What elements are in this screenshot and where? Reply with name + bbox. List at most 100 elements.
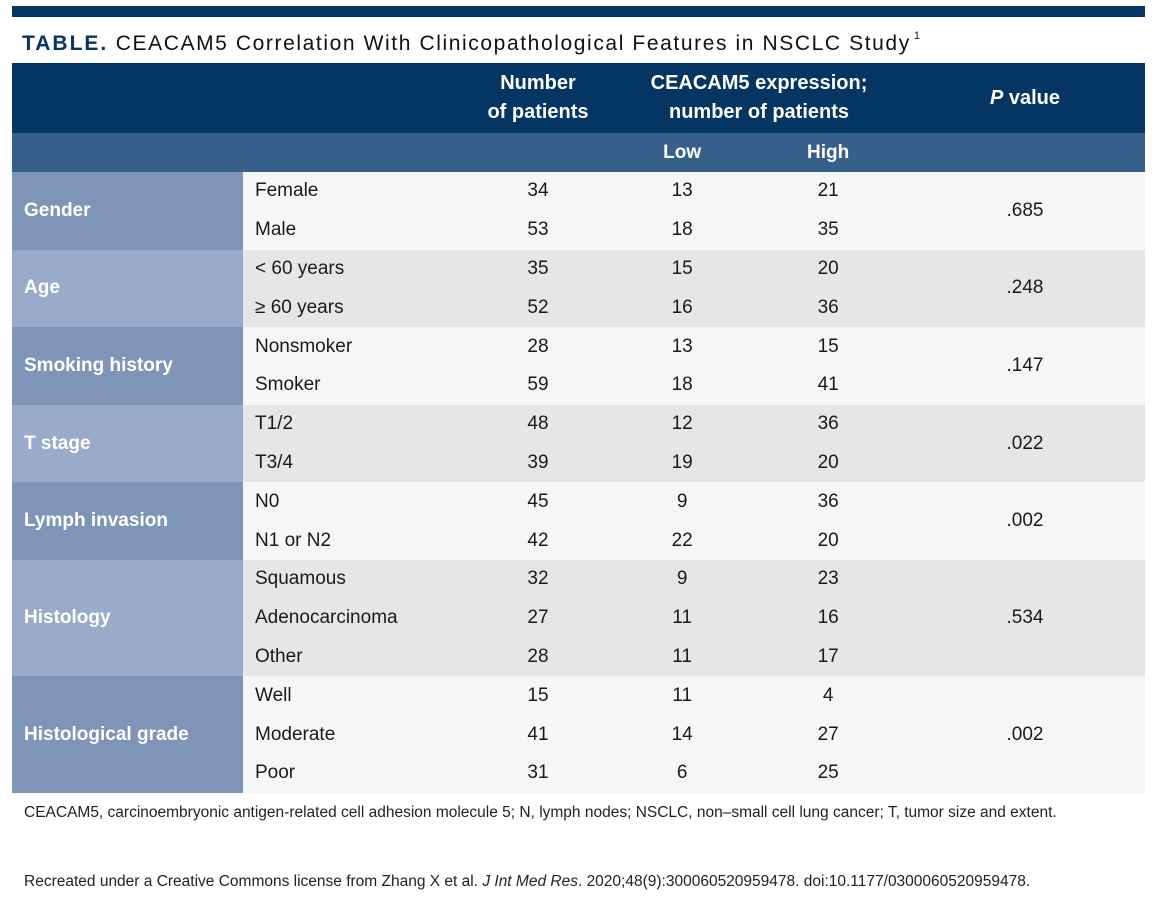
group-label: T stage [12,404,243,483]
p-value: .147 [905,327,1145,405]
low-count: 18 [613,210,752,250]
high-count: 16 [751,598,905,638]
table-row: Moderate 41 14 27 [12,715,1145,754]
high-count: 21 [751,172,905,211]
patients-count: 28 [463,327,613,366]
data-table: Number of patients CEACAM5 expression; num… [12,63,1145,793]
p-value: .002 [905,482,1145,560]
high-count: 36 [751,288,905,328]
high-count: 4 [751,676,905,716]
patients-count: 42 [463,521,613,560]
low-count: 19 [613,443,752,483]
subgroup-label: Adenocarcinoma [243,598,463,638]
high-count: 20 [751,443,905,483]
group-label: Lymph invasion [12,482,243,560]
patients-count: 52 [463,288,613,328]
footnote-abbreviations: CEACAM5, carcinoembryonic antigen-relate… [24,804,1057,821]
patients-count: 32 [463,559,613,599]
table-row: Age < 60 years 35 15 20.248 [12,249,1145,328]
table-row: Poor 31 6 25 [12,753,1145,793]
header-patients: Number of patients [463,63,613,133]
table-row: ≥ 60 years 52 16 36 [12,288,1145,328]
subgroup-label: Male [243,210,463,250]
patients-count: 41 [463,715,613,754]
low-count: 16 [613,288,752,328]
header-p-value: P value [905,63,1145,133]
patients-count: 45 [463,482,613,522]
footnote-source: Recreated under a Creative Commons licen… [24,873,1031,890]
high-count: 36 [751,404,905,444]
table-row: N1 or N2 42 22 20 [12,521,1145,560]
group-label: Gender [12,172,243,250]
subheader-row: Low High [12,133,1145,172]
high-count: 15 [751,327,905,366]
low-count: 12 [613,404,752,444]
low-count: 22 [613,521,752,560]
low-count: 9 [613,482,752,522]
group-label: Histological grade [12,676,243,793]
header-row: Number of patients CEACAM5 expression; num… [12,63,1145,133]
table-row: Smoking history Nonsmoker 28 13 15.147 [12,327,1145,405]
patients-count: 39 [463,443,613,483]
subgroup-label: Moderate [243,715,463,754]
table-row: Histological grade Well 15 11 4.002 [12,676,1145,793]
header-low: Low [613,133,752,172]
table-row: Male 53 18 35 [12,210,1145,250]
patients-count: 28 [463,637,613,677]
patients-count: 35 [463,249,613,289]
subgroup-label: N1 or N2 [243,521,463,560]
group-label: Smoking history [12,327,243,405]
table-row: Other 28 11 17 [12,637,1145,677]
subgroup-label: Poor [243,753,463,793]
title-text: CEACAM5 Correlation With Clinicopatholog… [115,32,911,55]
subgroup-label: N0 [243,482,463,522]
high-count: 17 [751,637,905,677]
low-count: 18 [613,365,752,405]
header-high: High [751,133,905,172]
high-count: 20 [751,521,905,560]
low-count: 14 [613,715,752,754]
high-count: 27 [751,715,905,754]
subgroup-label: T1/2 [243,404,463,444]
p-value: .685 [905,172,1145,250]
low-count: 9 [613,559,752,599]
title-reference: 1 [913,30,922,42]
patients-count: 31 [463,753,613,793]
title-label: TABLE. [22,32,109,55]
table-row: T3/4 39 19 20 [12,443,1145,483]
high-count: 25 [751,753,905,793]
subgroup-label: Female [243,172,463,211]
high-count: 20 [751,249,905,289]
table-row: Lymph invasion N0 45 9 36.002 [12,482,1145,560]
subgroup-label: T3/4 [243,443,463,483]
high-count: 36 [751,482,905,522]
p-value: .248 [905,249,1145,328]
low-count: 11 [613,598,752,638]
p-value: .534 [905,559,1145,677]
table-title: TABLE. CEACAM5 Correlation With Clinicop… [22,30,922,56]
subgroup-label: Smoker [243,365,463,405]
p-value: .002 [905,676,1145,793]
patients-count: 48 [463,404,613,444]
subgroup-label: Nonsmoker [243,327,463,366]
header-blank [12,63,463,133]
subgroup-label: Other [243,637,463,677]
low-count: 13 [613,172,752,211]
top-rule [12,6,1145,17]
high-count: 41 [751,365,905,405]
subgroup-label: < 60 years [243,249,463,289]
patients-count: 34 [463,172,613,211]
table-row: Gender Female 34 13 21.685 [12,172,1145,250]
patients-count: 59 [463,365,613,405]
subgroup-label: Well [243,676,463,716]
low-count: 13 [613,327,752,366]
table-row: T stage T1/2 48 12 36.022 [12,404,1145,483]
group-label: Histology [12,559,243,677]
high-count: 35 [751,210,905,250]
subgroup-label: Squamous [243,559,463,599]
group-label: Age [12,249,243,328]
table-row: Smoker 59 18 41 [12,365,1145,405]
patients-count: 53 [463,210,613,250]
high-count: 23 [751,559,905,599]
patients-count: 15 [463,676,613,716]
